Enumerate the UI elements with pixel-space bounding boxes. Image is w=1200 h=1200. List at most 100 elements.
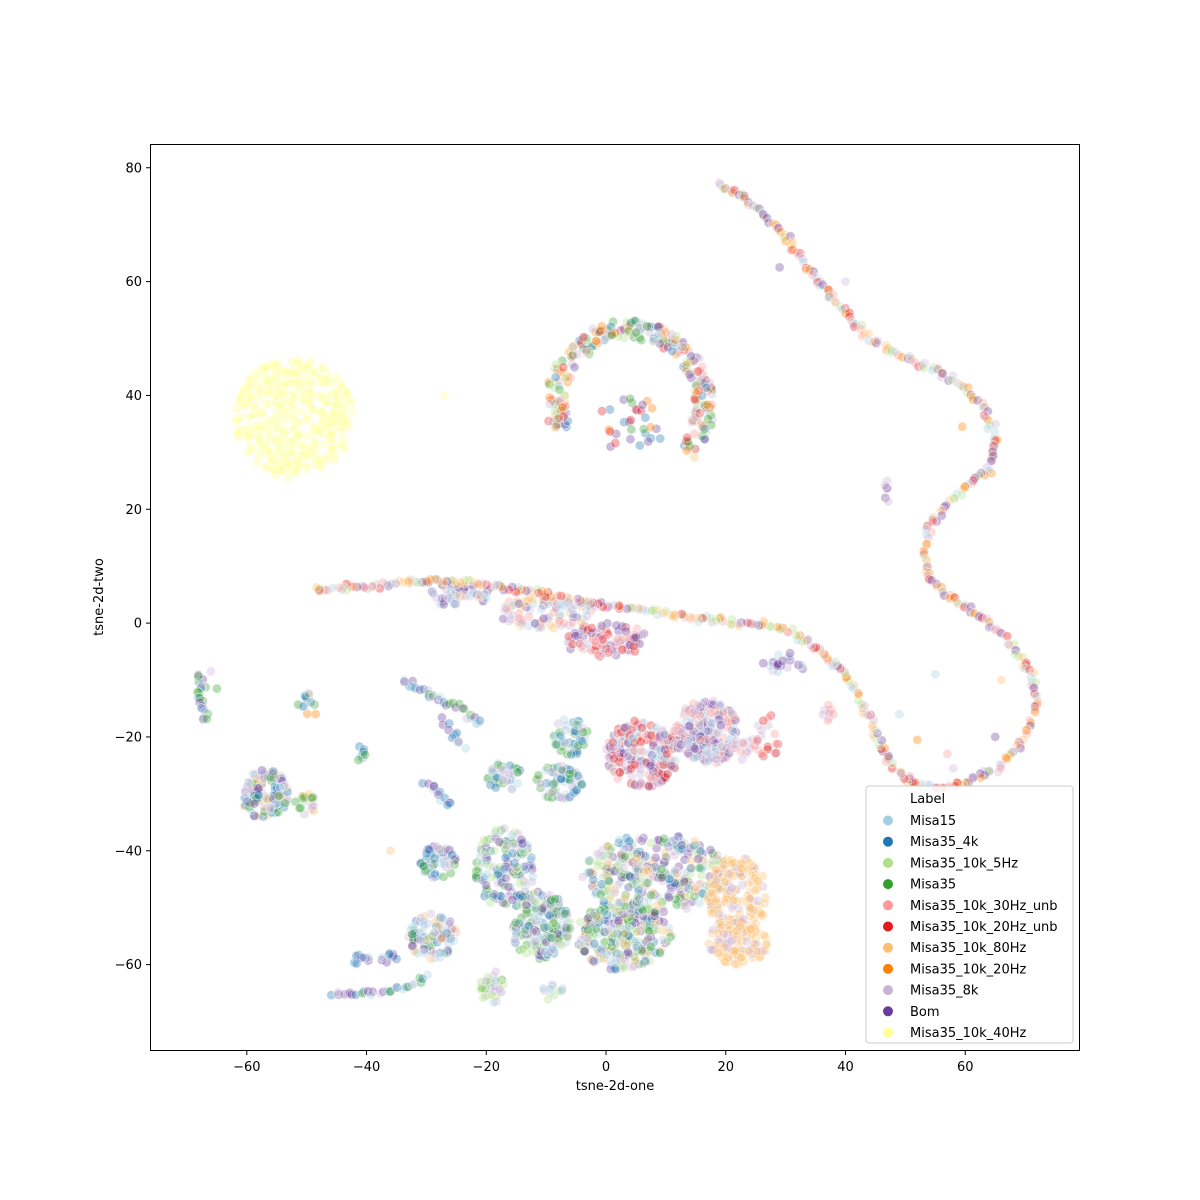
data-point-1091 bbox=[602, 910, 613, 921]
data-point-1389 bbox=[669, 835, 680, 846]
data-point-186 bbox=[331, 386, 342, 397]
data-point-220 bbox=[286, 447, 297, 458]
data-point-555 bbox=[569, 362, 580, 373]
data-point-201 bbox=[299, 441, 310, 452]
data-point-831 bbox=[550, 894, 561, 905]
data-point-659 bbox=[610, 438, 621, 449]
data-point-1671 bbox=[761, 939, 772, 950]
data-point-1098 bbox=[627, 920, 638, 931]
x-tick-label-1: −40 bbox=[353, 1060, 380, 1075]
data-point-347 bbox=[266, 454, 277, 465]
data-point-590 bbox=[704, 377, 715, 388]
data-point-1830 bbox=[503, 881, 514, 892]
data-point-353 bbox=[245, 392, 256, 403]
data-point-361 bbox=[329, 407, 340, 418]
data-point-1892 bbox=[429, 853, 440, 864]
data-point-1351 bbox=[658, 833, 669, 844]
data-point-1977 bbox=[429, 928, 440, 939]
data-point-662 bbox=[637, 399, 648, 410]
data-point-2267 bbox=[240, 787, 251, 798]
data-point-2852 bbox=[538, 613, 549, 624]
data-point-251 bbox=[245, 411, 256, 422]
data-point-2266 bbox=[280, 798, 291, 809]
data-point-357 bbox=[254, 422, 265, 433]
data-point-1973 bbox=[437, 913, 448, 924]
data-point-2936 bbox=[758, 715, 769, 726]
data-point-2941 bbox=[770, 748, 781, 759]
legend-marker-10 bbox=[883, 1027, 893, 1038]
data-point-2274 bbox=[265, 802, 276, 813]
data-point-634 bbox=[691, 386, 702, 397]
data-point-437 bbox=[615, 325, 626, 336]
data-point-200 bbox=[273, 446, 284, 457]
data-point-2470 bbox=[636, 722, 647, 733]
data-point-282 bbox=[302, 359, 313, 370]
data-point-649 bbox=[645, 433, 656, 444]
data-point-1099 bbox=[619, 962, 630, 973]
data-point-1095 bbox=[636, 920, 647, 931]
data-point-1401 bbox=[642, 878, 653, 889]
data-point-2270 bbox=[268, 766, 279, 777]
data-point-1689 bbox=[743, 946, 754, 957]
data-point-309 bbox=[282, 472, 293, 483]
data-point-312 bbox=[292, 416, 303, 427]
x-tick-label-0: −60 bbox=[233, 1060, 260, 1075]
data-point-1396 bbox=[660, 851, 671, 862]
data-point-2851 bbox=[517, 618, 528, 629]
data-point-1835 bbox=[501, 840, 512, 851]
data-point-803 bbox=[509, 934, 520, 945]
data-point-2080 bbox=[560, 725, 571, 736]
data-point-1411 bbox=[688, 841, 699, 852]
data-point-1583 bbox=[744, 893, 755, 904]
data-point-2269 bbox=[249, 798, 260, 809]
data-point-847 bbox=[510, 917, 521, 928]
data-point-1030 bbox=[588, 956, 599, 967]
data-point-1392 bbox=[652, 900, 663, 911]
data-point-1106 bbox=[588, 910, 599, 921]
data-point-755 bbox=[518, 944, 529, 955]
data-point-600 bbox=[699, 423, 710, 434]
data-point-2484 bbox=[608, 742, 619, 753]
data-point-3038 bbox=[918, 363, 929, 374]
data-point-3698 bbox=[840, 276, 851, 287]
data-point-330 bbox=[335, 438, 346, 449]
legend-marker-7 bbox=[883, 963, 893, 974]
data-point-1082 bbox=[608, 928, 619, 939]
data-point-340 bbox=[315, 372, 326, 383]
data-point-2038 bbox=[535, 779, 546, 790]
data-point-3694 bbox=[796, 660, 807, 671]
data-point-2904 bbox=[443, 593, 454, 604]
x-tick-label-4: 20 bbox=[717, 1060, 734, 1075]
data-point-1067 bbox=[612, 928, 623, 939]
y-tick-label-6: 60 bbox=[125, 275, 142, 290]
data-point-669 bbox=[625, 434, 636, 445]
data-point-668 bbox=[647, 403, 658, 414]
data-point-646 bbox=[624, 416, 635, 427]
data-point-267 bbox=[331, 392, 342, 403]
data-point-2477 bbox=[623, 751, 634, 762]
data-point-1819 bbox=[509, 858, 520, 869]
data-point-1887 bbox=[427, 872, 438, 883]
data-point-2938 bbox=[769, 729, 780, 740]
data-point-822 bbox=[545, 947, 556, 958]
data-point-325 bbox=[324, 415, 335, 426]
data-point-2273 bbox=[273, 791, 284, 802]
data-point-339 bbox=[292, 357, 303, 368]
data-point-2268 bbox=[275, 782, 286, 793]
legend-label-0: Misa15 bbox=[910, 814, 956, 829]
data-point-1406 bbox=[595, 889, 606, 900]
data-point-1306 bbox=[670, 865, 681, 876]
data-point-568 bbox=[584, 346, 595, 357]
data-point-560 bbox=[608, 316, 619, 327]
data-point-775 bbox=[511, 900, 522, 911]
data-point-654 bbox=[645, 422, 656, 433]
data-point-593 bbox=[642, 321, 653, 332]
data-point-1972 bbox=[407, 940, 418, 951]
y-tick-label-2: −20 bbox=[115, 730, 142, 745]
data-point-3632 bbox=[883, 496, 894, 507]
data-point-2943 bbox=[756, 749, 767, 760]
data-point-498 bbox=[687, 417, 698, 428]
data-point-599 bbox=[572, 349, 583, 360]
data-point-344 bbox=[240, 430, 251, 441]
